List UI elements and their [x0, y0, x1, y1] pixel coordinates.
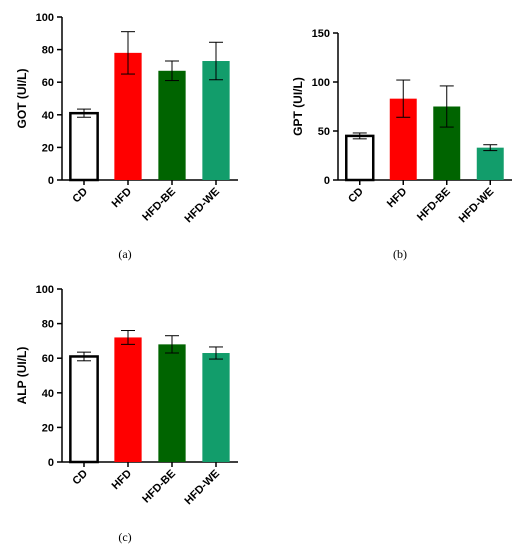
x-tick-label: CD — [346, 186, 366, 206]
y-tick-label: 80 — [42, 319, 54, 331]
bar-hfd-we — [202, 353, 230, 462]
bar-hfd-we — [202, 61, 230, 181]
y-tick-label: 100 — [36, 12, 54, 24]
y-axis-title: GPT (UI/L) — [291, 77, 305, 136]
bar-hfd-be — [158, 70, 186, 180]
bar-cd — [345, 134, 375, 182]
y-tick-label: 20 — [42, 142, 54, 154]
y-tick-label: 50 — [318, 126, 330, 138]
y-tick-label: 80 — [42, 45, 54, 57]
y-axis-title: ALP (UI/L) — [15, 347, 29, 405]
y-tick-label: 0 — [48, 175, 54, 187]
y-tick-label: 40 — [42, 110, 54, 122]
x-tick-label: CD — [70, 468, 90, 488]
panel-label: (b) — [393, 247, 407, 261]
x-tick-label: HFD — [385, 186, 410, 211]
y-axis-title: GOT (UI/L) — [15, 69, 29, 129]
y-tick-label: 20 — [42, 422, 54, 434]
panel-label: (c) — [118, 530, 131, 544]
x-tick-label: HFD-WE — [183, 468, 223, 508]
x-tick-label: HFD-BE — [140, 186, 178, 224]
y-tick-label: 0 — [48, 457, 54, 469]
x-tick-label: HFD-BE — [415, 186, 453, 224]
chart-panel-1: 0 20 40 60 80 100 GOT (UI/L) CD HFD HFD-BE HFD-WE (… — [15, 12, 238, 261]
y-tick-label: 60 — [42, 77, 54, 89]
y-tick-label: 100 — [36, 284, 54, 296]
bar-cd — [69, 355, 99, 464]
chart-panel-2: 0 50 100 150 GPT (UI/L) CD HFD HFD-BE HFD-WE (b) — [291, 28, 512, 261]
y-tick-label: 0 — [324, 175, 330, 187]
y-tick-label: 100 — [312, 77, 330, 89]
x-tick-label: HFD-BE — [140, 468, 178, 506]
x-tick-label: HFD — [110, 186, 135, 211]
bar-hfd-we — [476, 147, 504, 180]
bar-hfd — [114, 337, 142, 462]
chart-panel-3: 0 20 40 60 80 100 ALP (UI/L) CD HFD HFD-BE HFD-WE (… — [15, 284, 238, 544]
panel-label: (a) — [118, 247, 131, 261]
x-tick-label: HFD-WE — [183, 186, 223, 226]
bar-hfd-be — [158, 344, 186, 462]
x-tick-label: CD — [70, 186, 90, 206]
y-tick-label: 150 — [312, 28, 330, 40]
bar-cd — [69, 111, 99, 182]
x-tick-label: HFD — [110, 468, 135, 493]
y-tick-label: 40 — [42, 388, 54, 400]
x-tick-label: HFD-WE — [457, 186, 497, 226]
y-tick-label: 60 — [42, 353, 54, 365]
